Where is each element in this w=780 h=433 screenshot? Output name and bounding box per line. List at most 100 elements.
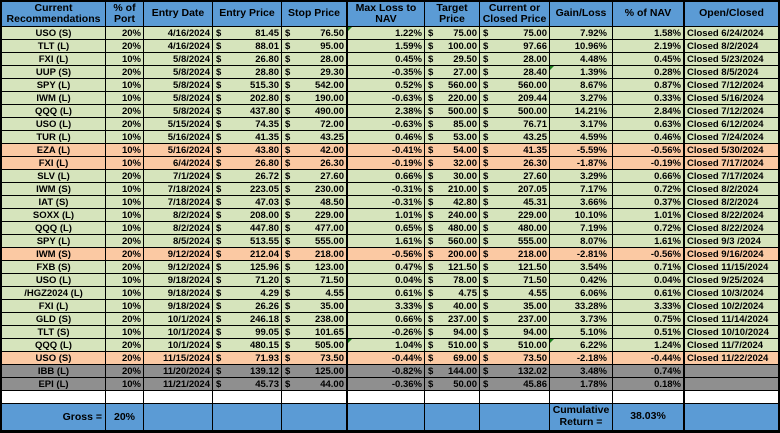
cell-ticker[interactable]: USO (L) (2, 274, 106, 287)
cell-entry-date[interactable]: 11/21/2024 (144, 378, 213, 391)
cell-target-price[interactable]: $144.00 (425, 365, 480, 378)
cell-pct-of-nav[interactable]: 0.51% (613, 326, 685, 339)
cell-entry-price[interactable]: $45.73 (213, 378, 282, 391)
cell-current-price[interactable]: $71.50 (480, 274, 550, 287)
cell-current-price[interactable]: $207.05 (480, 183, 550, 196)
spacer-cell[interactable] (144, 391, 213, 404)
cell-open-closed[interactable]: Closed 10/3/2024 (685, 287, 778, 300)
cell-entry-date[interactable]: 5/8/2024 (144, 79, 213, 92)
spacer-cell[interactable] (213, 391, 282, 404)
cell-entry-date[interactable]: 8/2/2024 (144, 209, 213, 222)
cell-max-loss[interactable]: 1.61% (348, 235, 425, 248)
cell-pct-of-port[interactable]: 10% (106, 378, 144, 391)
cell-stop-price[interactable]: $26.30 (282, 157, 348, 170)
cell-target-price[interactable]: $30.00 (425, 170, 480, 183)
cell-open-closed[interactable]: Closed 5/16/2024 (685, 92, 778, 105)
cell-pct-of-nav[interactable]: 0.46% (613, 131, 685, 144)
cell-gain-loss[interactable]: 3.73% (550, 313, 613, 326)
cell-entry-date[interactable]: 5/8/2024 (144, 92, 213, 105)
cell-stop-price[interactable]: $48.50 (282, 196, 348, 209)
cell-pct-of-port[interactable]: 20% (106, 261, 144, 274)
cell-ticker[interactable]: FXI (L) (2, 53, 106, 66)
summary-empty-cell[interactable] (480, 404, 550, 431)
cell-gain-loss[interactable]: 6.06% (550, 287, 613, 300)
cell-current-price[interactable]: $73.50 (480, 352, 550, 365)
cell-entry-price[interactable]: $81.45 (213, 27, 282, 40)
cell-target-price[interactable]: $237.00 (425, 313, 480, 326)
column-header-of-nav[interactable]: % of NAV (613, 2, 685, 27)
spacer-cell[interactable] (106, 391, 144, 404)
cell-pct-of-nav[interactable]: 0.18% (613, 378, 685, 391)
cell-stop-price[interactable]: $555.00 (282, 235, 348, 248)
spacer-cell[interactable] (685, 391, 778, 404)
cell-ticker[interactable]: /HGZ2024 (L) (2, 287, 106, 300)
cell-max-loss[interactable]: 0.04% (348, 274, 425, 287)
cell-gain-loss[interactable]: 3.48% (550, 365, 613, 378)
cell-entry-price[interactable]: $26.26 (213, 300, 282, 313)
cell-pct-of-port[interactable]: 20% (106, 352, 144, 365)
column-header-open-closed[interactable]: Open/Closed (685, 2, 778, 27)
cell-entry-price[interactable]: $88.01 (213, 40, 282, 53)
cell-current-price[interactable]: $94.00 (480, 326, 550, 339)
cell-target-price[interactable]: $53.00 (425, 131, 480, 144)
cell-stop-price[interactable]: $76.50 (282, 27, 348, 40)
cell-pct-of-nav[interactable]: 1.61% (613, 235, 685, 248)
cell-pct-of-nav[interactable]: 0.63% (613, 118, 685, 131)
cell-entry-price[interactable]: $513.55 (213, 235, 282, 248)
cell-entry-price[interactable]: $437.80 (213, 105, 282, 118)
cell-stop-price[interactable]: $42.00 (282, 144, 348, 157)
cell-entry-date[interactable]: 10/1/2024 (144, 326, 213, 339)
spacer-cell[interactable] (480, 391, 550, 404)
cell-open-closed[interactable]: Closed 8/22/2024 (685, 222, 778, 235)
cell-ticker[interactable]: QQQ (L) (2, 105, 106, 118)
cell-entry-price[interactable]: $71.93 (213, 352, 282, 365)
cell-stop-price[interactable]: $4.55 (282, 287, 348, 300)
cell-entry-date[interactable]: 5/16/2024 (144, 144, 213, 157)
cell-current-price[interactable]: $218.00 (480, 248, 550, 261)
cell-gain-loss[interactable]: 10.10% (550, 209, 613, 222)
cell-entry-date[interactable]: 7/18/2024 (144, 196, 213, 209)
cell-pct-of-port[interactable]: 10% (106, 326, 144, 339)
cell-entry-date[interactable]: 10/1/2024 (144, 313, 213, 326)
cell-open-closed[interactable]: Closed 7/17/2024 (685, 157, 778, 170)
cell-current-price[interactable]: $28.40 (480, 66, 550, 79)
column-header-of-port[interactable]: % of Port (106, 2, 144, 27)
column-header-target-price[interactable]: Target Price (425, 2, 480, 27)
cell-ticker[interactable]: FXB (S) (2, 261, 106, 274)
cell-ticker[interactable]: FXI (L) (2, 157, 106, 170)
cell-open-closed[interactable]: Closed 7/12/2024 (685, 105, 778, 118)
cell-max-loss[interactable]: -0.36% (348, 378, 425, 391)
cell-pct-of-port[interactable]: 20% (106, 105, 144, 118)
cell-max-loss[interactable]: 0.66% (348, 170, 425, 183)
cell-entry-price[interactable]: $139.12 (213, 365, 282, 378)
cell-max-loss[interactable]: -0.19% (348, 157, 425, 170)
cell-pct-of-port[interactable]: 10% (106, 287, 144, 300)
spacer-cell[interactable] (613, 391, 685, 404)
cell-pct-of-port[interactable]: 10% (106, 274, 144, 287)
cell-entry-price[interactable]: $26.80 (213, 157, 282, 170)
cell-ticker[interactable]: USO (L) (2, 118, 106, 131)
cell-open-closed[interactable]: Closed 7/17/2024 (685, 170, 778, 183)
cell-entry-price[interactable]: $43.80 (213, 144, 282, 157)
cell-pct-of-nav[interactable]: 0.37% (613, 196, 685, 209)
cell-pct-of-nav[interactable]: 0.45% (613, 53, 685, 66)
cell-entry-date[interactable]: 5/15/2024 (144, 118, 213, 131)
cell-gain-loss[interactable]: 7.17% (550, 183, 613, 196)
spacer-cell[interactable] (2, 391, 106, 404)
cell-entry-date[interactable]: 11/20/2024 (144, 365, 213, 378)
cell-pct-of-port[interactable]: 10% (106, 144, 144, 157)
cell-gain-loss[interactable]: 8.07% (550, 235, 613, 248)
cell-current-price[interactable]: $500.00 (480, 105, 550, 118)
cell-stop-price[interactable]: $35.00 (282, 300, 348, 313)
column-header-entry-date[interactable]: Entry Date (144, 2, 213, 27)
cell-max-loss[interactable]: 2.38% (348, 105, 425, 118)
cell-entry-price[interactable]: $71.20 (213, 274, 282, 287)
cell-target-price[interactable]: $100.00 (425, 40, 480, 53)
cell-open-closed[interactable]: Closed 5/23/2024 (685, 53, 778, 66)
cell-pct-of-port[interactable]: 10% (106, 157, 144, 170)
cell-gain-loss[interactable]: 0.42% (550, 274, 613, 287)
cell-target-price[interactable]: $40.00 (425, 300, 480, 313)
summary-empty-cell[interactable] (348, 404, 425, 431)
cell-ticker[interactable]: SPY (L) (2, 79, 106, 92)
cell-open-closed[interactable]: Closed 8/2/2024 (685, 196, 778, 209)
